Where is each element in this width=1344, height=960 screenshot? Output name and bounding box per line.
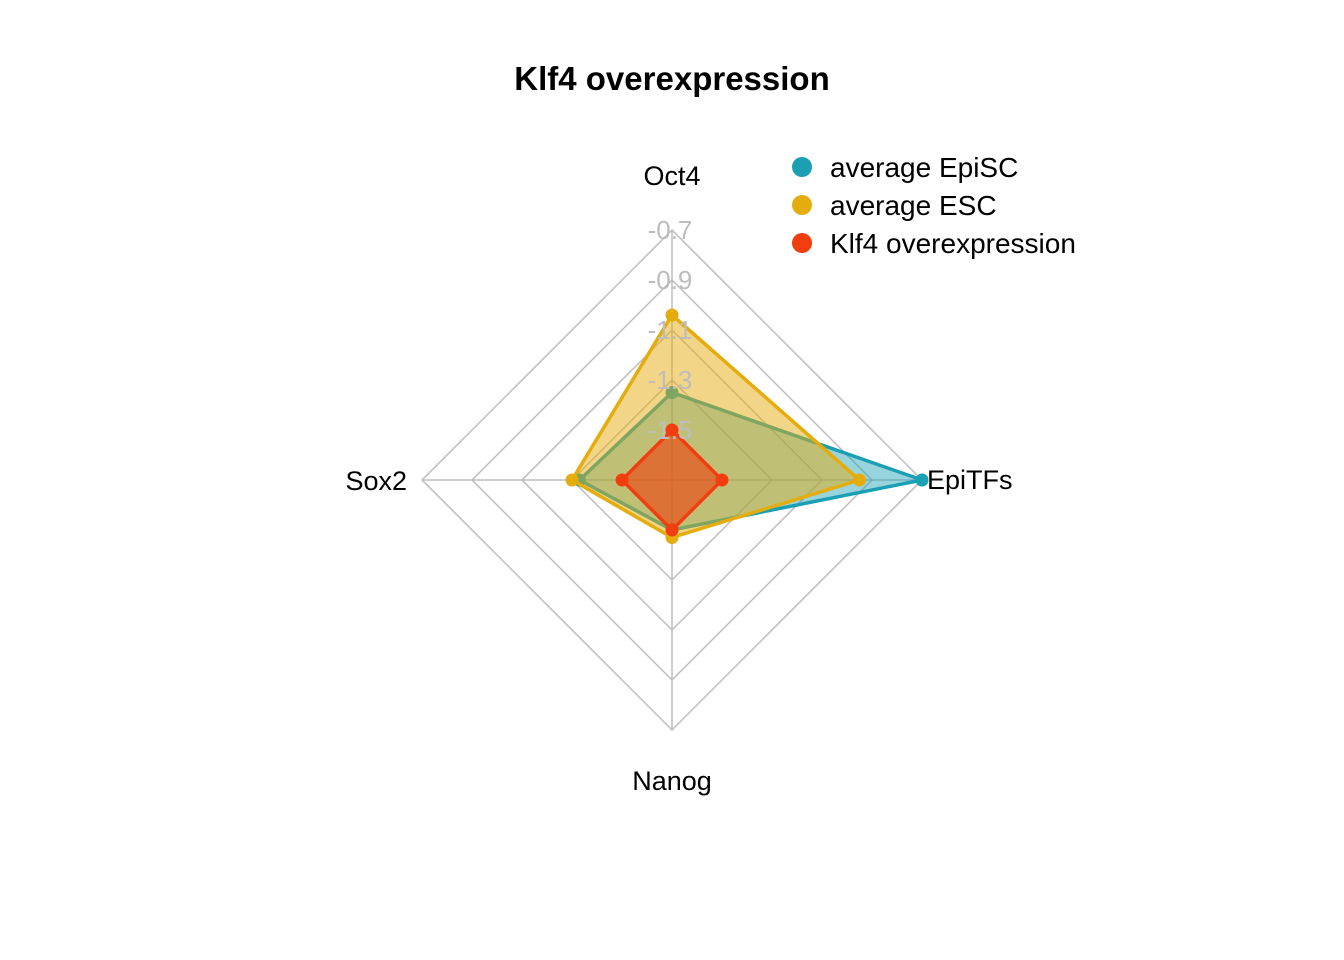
series-point [665,308,679,322]
tick-label: -1.3 [648,365,693,395]
series-2 [615,423,729,537]
legend-label: Klf4 overexpression [830,228,1076,259]
legend-label: average ESC [830,190,997,221]
legend-marker [792,157,812,177]
series-point [853,473,866,487]
chart-title: Klf4 overexpression [514,60,829,97]
legend-label: average EpiSC [830,152,1018,183]
series-point [665,523,679,537]
axis-label-oct4: Oct4 [643,161,700,191]
radar-tick-labels: -0.7 -0.9 -1.1 -1.3 -1.5 [648,215,693,445]
tick-label: -1.1 [648,315,693,345]
radar-series [565,308,929,544]
tick-label: -0.7 [648,215,693,245]
series-point [715,473,729,487]
legend-marker [792,195,812,215]
series-point [665,423,679,437]
legend-marker [792,233,812,253]
axis-label-nanog: Nanog [632,766,712,796]
legend: average EpiSC average ESC Klf4 overexpress… [792,152,1076,259]
series-point [915,473,929,487]
axis-label-epitfs: EpiTFs [927,465,1013,495]
axis-label-sox2: Sox2 [345,466,407,496]
series-point [615,473,629,487]
radar-axis-labels: Oct4 EpiTFs Nanog Sox2 [345,161,1012,796]
series-1 [565,308,866,544]
tick-label: -0.9 [648,265,693,295]
series-point [565,473,579,487]
tick-label: -1.5 [648,415,693,445]
